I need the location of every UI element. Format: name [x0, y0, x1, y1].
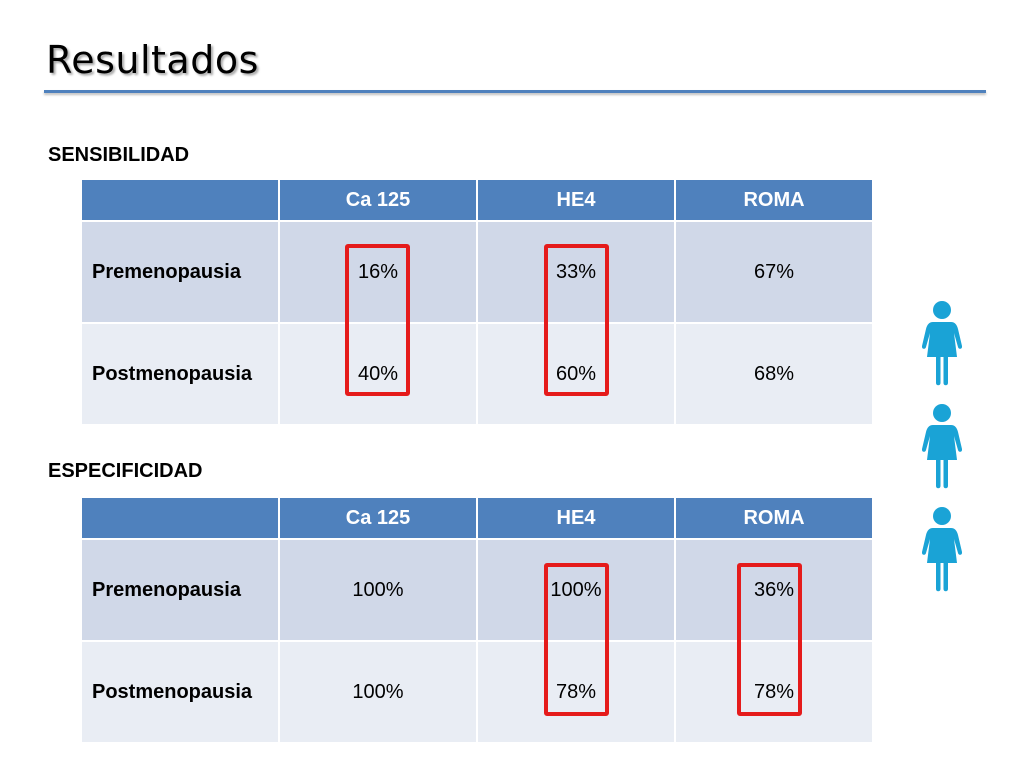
table-cell: 100%: [278, 640, 478, 744]
row-label: Premenopausia: [80, 220, 280, 324]
column-header: [80, 178, 280, 222]
table-header-row: Ca 125 HE4 ROMA: [80, 178, 874, 222]
title-underline: [44, 90, 986, 93]
table-cell: 100%: [476, 538, 676, 642]
table-cell: 40%: [278, 322, 478, 426]
row-label: Postmenopausia: [80, 322, 280, 426]
table-cell: 67%: [674, 220, 874, 324]
sensibilidad-heading: SENSIBILIDAD: [48, 144, 190, 166]
table-cell: 33%: [476, 220, 676, 324]
table-row: Postmenopausia 100% 78% 78%: [80, 640, 874, 744]
highlight-box-he4: [544, 563, 609, 716]
woman-icon: [922, 507, 962, 592]
table-header-row: Ca 125 HE4 ROMA: [80, 496, 874, 540]
table-cell: 78%: [476, 640, 676, 744]
woman-icon: [922, 404, 962, 489]
especificidad-table: Ca 125 HE4 ROMA Premenopausia 100% 100% …: [80, 496, 874, 744]
column-header-roma: ROMA: [674, 178, 874, 222]
column-header: [80, 496, 280, 540]
column-header-ca125: Ca 125: [278, 178, 478, 222]
table-row: Premenopausia 100% 100% 36%: [80, 538, 874, 642]
column-header-he4: HE4: [476, 178, 676, 222]
sensibilidad-table: Ca 125 HE4 ROMA Premenopausia 16% 33% 67…: [80, 178, 874, 426]
table-cell: 68%: [674, 322, 874, 426]
table-cell: 100%: [278, 538, 478, 642]
table-cell: 60%: [476, 322, 676, 426]
table-cell: 36%: [674, 538, 874, 642]
highlight-box-roma: [737, 563, 802, 716]
highlight-box-he4: [544, 244, 609, 396]
highlight-box-ca125: [345, 244, 410, 396]
column-header-roma: ROMA: [674, 496, 874, 540]
column-header-he4: HE4: [476, 496, 676, 540]
table-cell: 78%: [674, 640, 874, 744]
slide-title: Resultados: [46, 38, 259, 82]
woman-icon: [922, 301, 962, 386]
column-header-ca125: Ca 125: [278, 496, 478, 540]
table-row: Postmenopausia 40% 60% 68%: [80, 322, 874, 426]
table-cell: 16%: [278, 220, 478, 324]
table-row: Premenopausia 16% 33% 67%: [80, 220, 874, 324]
especificidad-heading: ESPECIFICIDAD: [48, 460, 203, 482]
row-label: Premenopausia: [80, 538, 280, 642]
row-label: Postmenopausia: [80, 640, 280, 744]
